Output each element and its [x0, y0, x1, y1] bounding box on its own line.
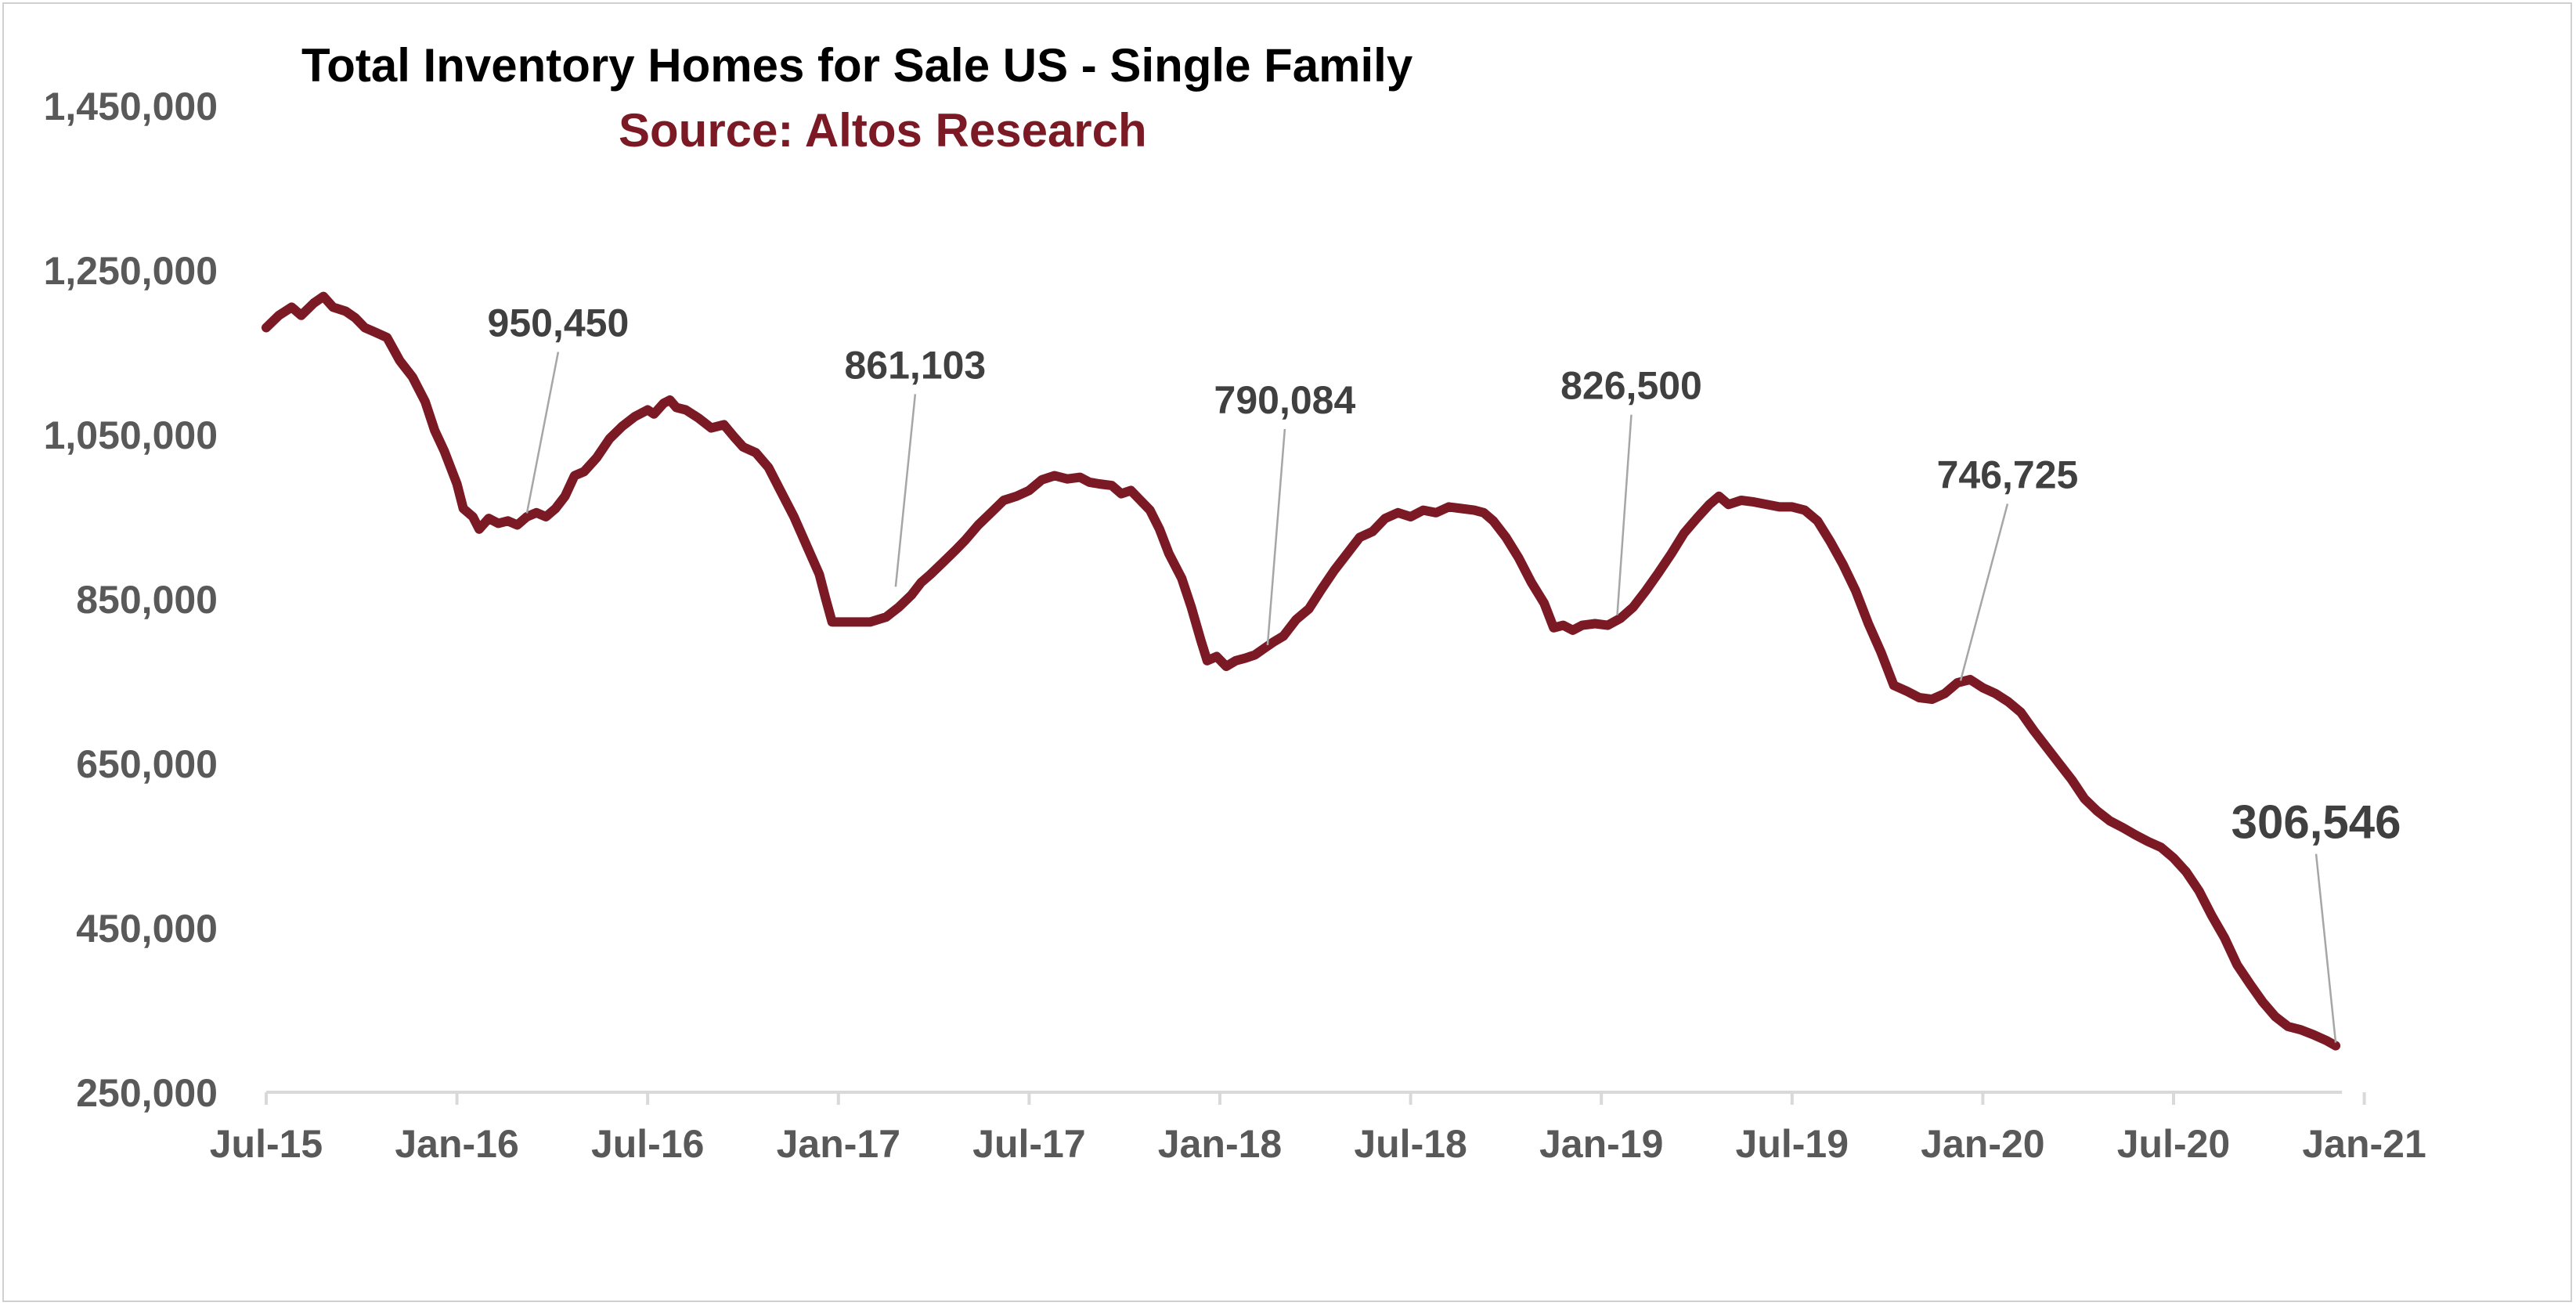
- annotation-label: 950,450: [488, 301, 630, 345]
- y-tick-label: 650,000: [76, 742, 218, 786]
- annotation-leader-line: [1616, 414, 1633, 615]
- x-tick-label: Jul-16: [591, 1122, 705, 1166]
- y-tick-label: 1,250,000: [44, 249, 218, 293]
- annotation-layer: 950,450 861,103 790,084 826,500 746,725 306,5…: [488, 301, 2401, 1043]
- annotation-leader-line: [2314, 853, 2337, 1043]
- x-tick-label: Jan-20: [1921, 1122, 2044, 1166]
- annotation-leader-line: [1266, 428, 1286, 646]
- chart-subtitle: Source: Altos Research: [619, 104, 1147, 157]
- x-tick-label: Jan-18: [1158, 1122, 1282, 1166]
- annotation-leader-line: [525, 352, 560, 514]
- y-tick-label: 450,000: [76, 907, 218, 951]
- y-tick-label: 250,000: [76, 1071, 218, 1115]
- x-tick-label: Jul-20: [2117, 1122, 2231, 1166]
- y-tick-label: 850,000: [76, 578, 218, 622]
- x-tick-label: Jan-21: [2302, 1122, 2426, 1166]
- chart-title: Total Inventory Homes for Sale US - Sing…: [301, 39, 1413, 92]
- annotation-leader-line: [1959, 503, 2009, 681]
- annotation-leader-line: [894, 394, 917, 587]
- annotation-label: 861,103: [845, 343, 987, 387]
- x-tick-label: Jul-18: [1354, 1122, 1467, 1166]
- y-tick-label: 1,450,000: [44, 85, 218, 128]
- annotation-label: 790,084: [1214, 378, 1356, 422]
- y-axis: 250,000 450,000 650,000 850,000 1,050,000 1,2…: [44, 85, 218, 1115]
- annotation-label: 306,546: [2231, 796, 2401, 849]
- series-layer: [262, 291, 2341, 1051]
- x-tick-label: Jan-17: [777, 1122, 900, 1166]
- x-tick-label: Jan-16: [395, 1122, 518, 1166]
- y-tick-label: 1,050,000: [44, 413, 218, 457]
- x-tick-label: Jan-19: [1539, 1122, 1663, 1166]
- x-tick-label: Jul-15: [210, 1122, 323, 1166]
- series-line: [262, 291, 2341, 1051]
- annotation-label: 746,725: [1937, 453, 2079, 496]
- x-tick-label: Jul-17: [972, 1122, 1086, 1166]
- annotation-label: 826,500: [1560, 364, 1702, 408]
- x-tick-label: Jul-19: [1736, 1122, 1849, 1166]
- x-axis: Jul-15 Jan-16 Jul-16 Jan-17 Jul-17 Jan-18 Jul-…: [210, 1091, 2426, 1166]
